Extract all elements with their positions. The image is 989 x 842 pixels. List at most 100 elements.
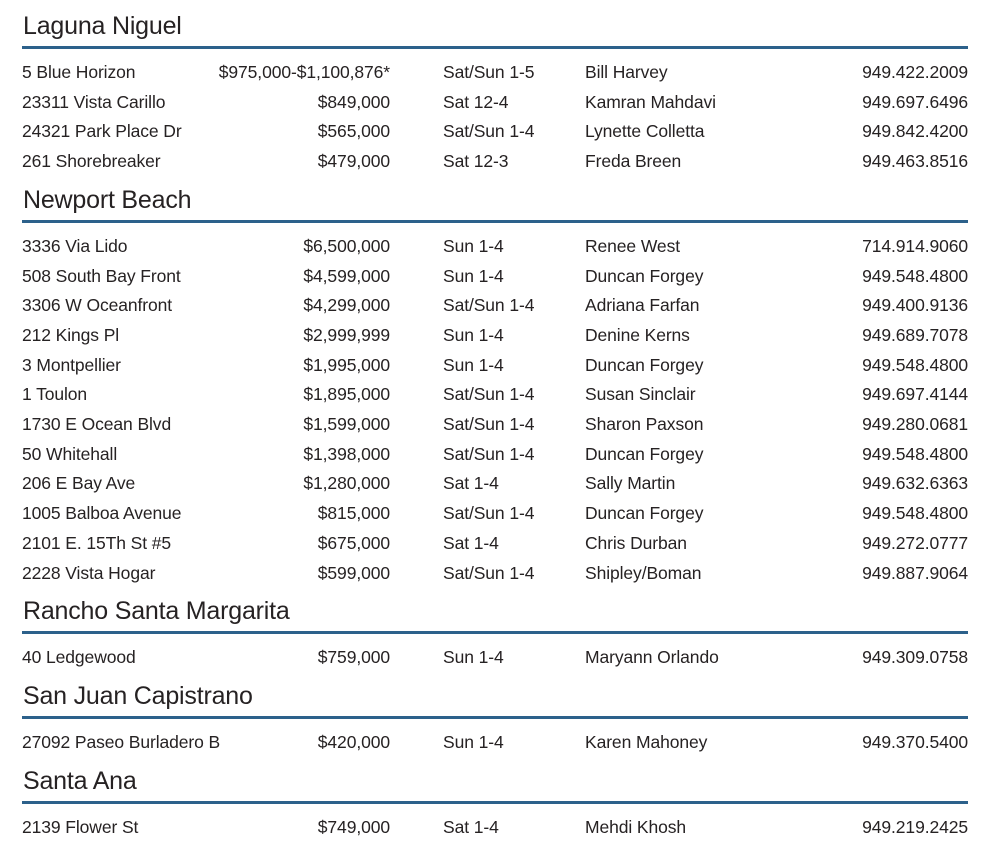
- open-house-time: Sat/Sun 1-5: [443, 62, 535, 82]
- agent-phone: 949.422.2009: [862, 62, 968, 82]
- address-price-cell: 50 Whitehall $1,398,000: [22, 440, 390, 470]
- agent-phone: 949.463.8516: [862, 151, 968, 172]
- agent-phone: 949.548.4800: [862, 354, 968, 375]
- listing-agent: Susan Sinclair: [585, 384, 696, 405]
- listing-address: 206 E Bay Ave: [22, 473, 136, 494]
- listing-price: $1,398,000: [303, 443, 390, 464]
- listing-row: 2228 Vista Hogar $599,000 Sat/Sun 1-4 Sh…: [22, 559, 968, 589]
- listing-address: 1005 Balboa Avenue: [22, 503, 182, 524]
- open-house-time: Sat/Sun 1-4: [443, 443, 535, 464]
- listing-row: 27092 Paseo Burladero B $420,000 Sun 1-4…: [22, 728, 968, 758]
- listing-price: $1,895,000: [303, 384, 390, 405]
- listing-price: $1,280,000: [303, 473, 390, 494]
- listing-agent: Renee West: [585, 235, 680, 256]
- listing-row: 508 South Bay Front $4,599,000 Sun 1-4 D…: [22, 262, 968, 292]
- listing-agent: Denine Kerns: [585, 324, 690, 345]
- address-price-cell: 40 Ledgewood $759,000: [22, 643, 390, 673]
- listing-agent: Adriana Farfan: [585, 295, 700, 316]
- listing-agent: Duncan Forgey: [585, 443, 704, 464]
- address-price-cell: 27092 Paseo Burladero B $420,000: [22, 728, 390, 758]
- listing-price: $849,000: [317, 91, 390, 112]
- agent-phone: 949.697.4144: [862, 384, 968, 405]
- listing-price: $815,000: [317, 503, 390, 524]
- address-price-cell: 24321 Park Place Dr $565,000: [22, 117, 390, 147]
- listing-row: 3 Montpellier $1,995,000 Sun 1-4 Duncan …: [22, 351, 968, 381]
- open-house-time: Sun 1-4: [443, 647, 504, 668]
- listing-price: $420,000: [317, 731, 390, 752]
- listing-agent: Maryann Orlando: [585, 647, 719, 668]
- listing-address: 3306 W Oceanfront: [22, 295, 173, 316]
- listing-row: 261 Shorebreaker $479,000 Sat 12-3 Freda…: [22, 147, 968, 177]
- column-spacer: [390, 643, 443, 673]
- listing-agent: Mehdi Khosh: [585, 816, 687, 837]
- listings-list: 27092 Paseo Burladero B $420,000 Sun 1-4…: [22, 719, 968, 758]
- column-spacer: [390, 351, 443, 381]
- agent-phone: 949.309.0758: [862, 647, 968, 668]
- listing-address: 27092 Paseo Burladero B: [22, 731, 221, 752]
- city-section: Laguna Niguel 5 Blue Horizon $975,000-$1…: [22, 13, 968, 177]
- listing-agent: Duncan Forgey: [585, 503, 704, 524]
- address-price-cell: 1 Toulon $1,895,000: [22, 380, 390, 410]
- address-price-cell: 1730 E Ocean Blvd $1,599,000: [22, 410, 390, 440]
- column-spacer: [390, 469, 443, 499]
- agent-phone: 949.842.4200: [862, 121, 968, 142]
- listing-agent: Chris Durban: [585, 532, 687, 553]
- address-price-cell: 3 Montpellier $1,995,000: [22, 351, 390, 381]
- city-section: San Juan Capistrano 27092 Paseo Burlader…: [22, 683, 968, 758]
- open-house-time: Sun 1-4: [443, 354, 504, 375]
- column-spacer: [390, 58, 443, 88]
- address-price-cell: 2228 Vista Hogar $599,000: [22, 559, 390, 589]
- listing-row: 206 E Bay Ave $1,280,000 Sat 1-4 Sally M…: [22, 469, 968, 499]
- listing-row: 23311 Vista Carillo $849,000 Sat 12-4 Ka…: [22, 88, 968, 118]
- listings-list: 5 Blue Horizon $975,000-$1,100,876* Sat/…: [22, 49, 968, 177]
- listings-list: 40 Ledgewood $759,000 Sun 1-4 Maryann Or…: [22, 634, 968, 673]
- listing-agent: Kamran Mahdavi: [585, 91, 716, 112]
- listing-row: 5 Blue Horizon $975,000-$1,100,876* Sat/…: [22, 58, 968, 88]
- listing-address: 2139 Flower St: [22, 816, 139, 837]
- agent-phone: 949.548.4800: [862, 503, 968, 524]
- agent-phone: 949.400.9136: [862, 295, 968, 316]
- listing-address: 212 Kings Pl: [22, 324, 120, 345]
- listing-row: 50 Whitehall $1,398,000 Sat/Sun 1-4 Dunc…: [22, 440, 968, 470]
- listing-price: $4,599,000: [303, 265, 390, 286]
- city-section-header: Laguna Niguel: [22, 13, 968, 49]
- city-section: Rancho Santa Margarita 40 Ledgewood $759…: [22, 598, 968, 673]
- listing-price: $565,000: [317, 121, 390, 142]
- column-spacer: [390, 410, 443, 440]
- column-spacer: [390, 813, 443, 842]
- address-price-cell: 2101 E. 15Th St #5 $675,000: [22, 529, 390, 559]
- column-spacer: [390, 529, 443, 559]
- listing-price: $749,000: [317, 816, 390, 837]
- open-house-time: Sun 1-4: [443, 235, 504, 256]
- listing-address: 3 Montpellier: [22, 354, 121, 375]
- listing-address: 3336 Via Lido: [22, 235, 128, 256]
- listing-agent: Sally Martin: [585, 473, 676, 494]
- column-spacer: [390, 262, 443, 292]
- address-price-cell: 3306 W Oceanfront $4,299,000: [22, 291, 390, 321]
- open-house-time: Sat/Sun 1-4: [443, 414, 535, 435]
- column-spacer: [390, 499, 443, 529]
- address-price-cell: 508 South Bay Front $4,599,000: [22, 262, 390, 292]
- listing-price: $1,995,000: [303, 354, 390, 375]
- agent-phone: 949.280.0681: [862, 414, 968, 435]
- address-price-cell: 206 E Bay Ave $1,280,000: [22, 469, 390, 499]
- column-spacer: [390, 440, 443, 470]
- city-section: Santa Ana 2139 Flower St $749,000 Sat 1-…: [22, 768, 968, 842]
- listing-address: 5 Blue Horizon: [22, 62, 136, 82]
- address-price-cell: 5 Blue Horizon $975,000-$1,100,876*: [22, 58, 390, 88]
- agent-phone: 949.548.4800: [862, 443, 968, 464]
- listings-list: 3336 Via Lido $6,500,000 Sun 1-4 Renee W…: [22, 223, 968, 588]
- listing-agent: Freda Breen: [585, 151, 682, 172]
- column-spacer: [390, 728, 443, 758]
- listing-address: 508 South Bay Front: [22, 265, 181, 286]
- address-price-cell: 23311 Vista Carillo $849,000: [22, 88, 390, 118]
- city-section-header: Rancho Santa Margarita: [22, 598, 968, 635]
- column-spacer: [390, 232, 443, 262]
- listing-address: 40 Ledgewood: [22, 647, 136, 668]
- open-house-time: Sun 1-4: [443, 324, 504, 345]
- address-price-cell: 2139 Flower St $749,000: [22, 813, 390, 842]
- address-price-cell: 3336 Via Lido $6,500,000: [22, 232, 390, 262]
- address-price-cell: 212 Kings Pl $2,999,999: [22, 321, 390, 351]
- open-house-time: Sat 1-4: [443, 532, 499, 553]
